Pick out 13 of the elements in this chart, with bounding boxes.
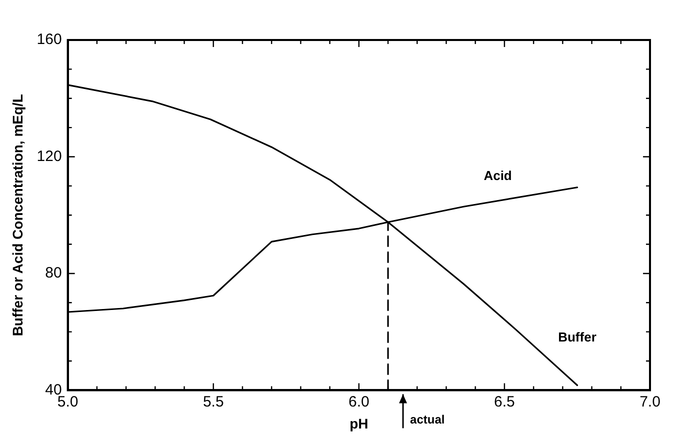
x-tick-label: 6.5 <box>494 393 515 410</box>
x-tick-label: 6.0 <box>348 393 370 410</box>
series-label: Buffer <box>558 329 596 344</box>
y-tick-label: 80 <box>45 264 62 282</box>
y-axis-title: Buffer or Acid Concentration, mEq/L <box>9 94 26 336</box>
x-tick-label: 5.5 <box>202 393 224 410</box>
x-tick-label: 5.0 <box>57 393 78 410</box>
series-label: Acid <box>484 168 512 184</box>
y-tick-label: 160 <box>36 31 62 48</box>
x-axis-title: pH <box>350 415 368 432</box>
x-tick-label: 7.0 <box>640 393 660 410</box>
y-tick-label: 120 <box>36 148 62 165</box>
text: actual <box>410 412 445 427</box>
